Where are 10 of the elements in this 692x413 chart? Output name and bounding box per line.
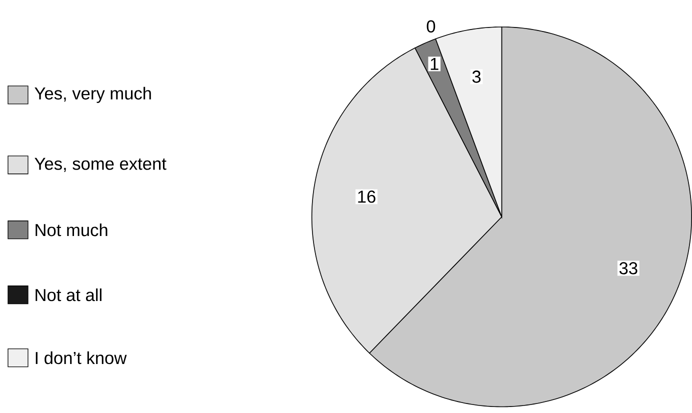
- legend-label: Not much: [36, 224, 108, 236]
- data-label: 33: [619, 262, 638, 274]
- legend-label: Yes, very much: [34, 86, 151, 104]
- data-label: 3: [472, 70, 481, 83]
- text: 0: [426, 20, 436, 33]
- data-label: 16: [358, 190, 376, 203]
- data-label: 1: [430, 58, 438, 70]
- legend-label: Yes, some extent: [34, 158, 166, 172]
- legend-label: Not at all: [36, 288, 102, 302]
- legend-label: I don’t know: [36, 352, 127, 364]
